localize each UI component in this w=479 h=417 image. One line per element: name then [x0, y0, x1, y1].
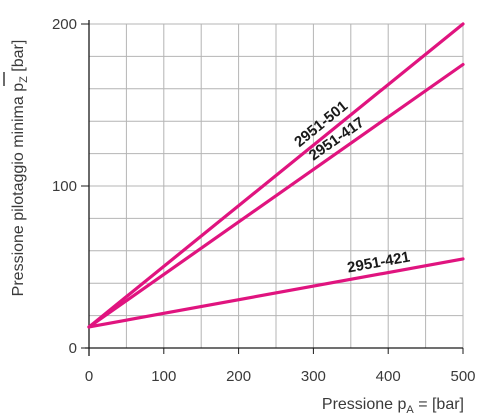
- y-tick-label: 100: [52, 178, 77, 195]
- series-lines: [87, 22, 465, 329]
- tick-labels: 0 100 200 300 400 500 0 100 200: [52, 16, 476, 385]
- x-tick-label: 400: [376, 368, 401, 385]
- series-label: 2951-421: [346, 249, 411, 277]
- grid: [89, 23, 464, 348]
- series-line: [87, 257, 465, 329]
- y-tick-label: 0: [69, 340, 77, 357]
- x-tick-label: 300: [301, 368, 326, 385]
- x-axis-title: Pressione pA = [bar]: [322, 396, 464, 416]
- x-tick-label: 500: [450, 368, 475, 385]
- x-tick-label: 200: [226, 368, 251, 385]
- axes: [81, 20, 464, 356]
- series-line: [87, 22, 465, 329]
- series-line: [87, 62, 465, 329]
- x-tick-label: 0: [85, 368, 93, 385]
- y-axis-title: Pressione pilotaggio minima pZ [bar]: [10, 40, 30, 297]
- y-tick-label: 200: [52, 16, 77, 33]
- x-tick-label: 100: [151, 368, 176, 385]
